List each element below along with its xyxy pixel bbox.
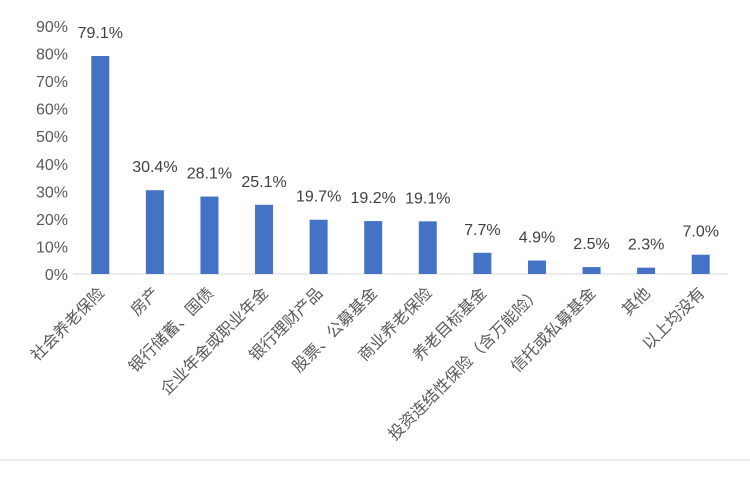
data-labels: 79.1% 30.4% 28.1% 25.1% 19.7% 19.2% 19.1% 7.7% 4… — [78, 25, 719, 254]
bars — [91, 56, 710, 275]
y-tick-label: 80% — [36, 47, 68, 64]
y-tick-label: 90% — [36, 19, 68, 36]
y-tick-label: 10% — [36, 239, 68, 256]
y-tick-label: 40% — [36, 157, 68, 174]
data-label: 2.3% — [628, 237, 664, 254]
data-label: 19.2% — [351, 190, 396, 207]
bar — [145, 190, 164, 274]
data-label: 79.1% — [78, 25, 123, 42]
bar — [473, 252, 492, 274]
y-tick-label: 70% — [36, 74, 68, 91]
category-label: 房产 — [127, 283, 163, 319]
bar — [91, 56, 110, 275]
y-tick-label: 50% — [36, 129, 68, 146]
category-label: 社会养老保险 — [27, 283, 108, 364]
category-label: 其他 — [618, 283, 654, 319]
data-label: 4.9% — [519, 229, 555, 246]
data-label: 28.1% — [187, 166, 232, 183]
bar — [364, 221, 383, 274]
bar — [418, 221, 437, 274]
bar — [309, 219, 328, 274]
category-labels: 社会养老保险 房产银行储蓄、国债企业年金或职业年金银行理财产品股票、公募基金商业养… — [27, 283, 709, 444]
bar — [582, 267, 601, 274]
bar — [637, 267, 656, 274]
bar — [527, 260, 546, 274]
data-label: 30.4% — [132, 159, 177, 176]
bar — [691, 254, 710, 274]
data-label: 7.0% — [682, 224, 718, 241]
data-label: 19.1% — [405, 190, 450, 207]
data-label: 2.5% — [573, 236, 609, 253]
y-tick-label: 0% — [45, 267, 68, 284]
bar — [200, 196, 219, 274]
data-label: 19.7% — [296, 189, 341, 206]
data-label: 7.7% — [464, 222, 500, 239]
y-tick-label: 30% — [36, 184, 68, 201]
y-tick-label: 60% — [36, 102, 68, 119]
y-tick-label: 20% — [36, 212, 68, 229]
bar — [255, 204, 274, 274]
y-axis: 0% 10% 20% 30% 40% 50% 60% 70% 80% 90% — [36, 19, 68, 284]
data-label: 25.1% — [241, 174, 286, 191]
